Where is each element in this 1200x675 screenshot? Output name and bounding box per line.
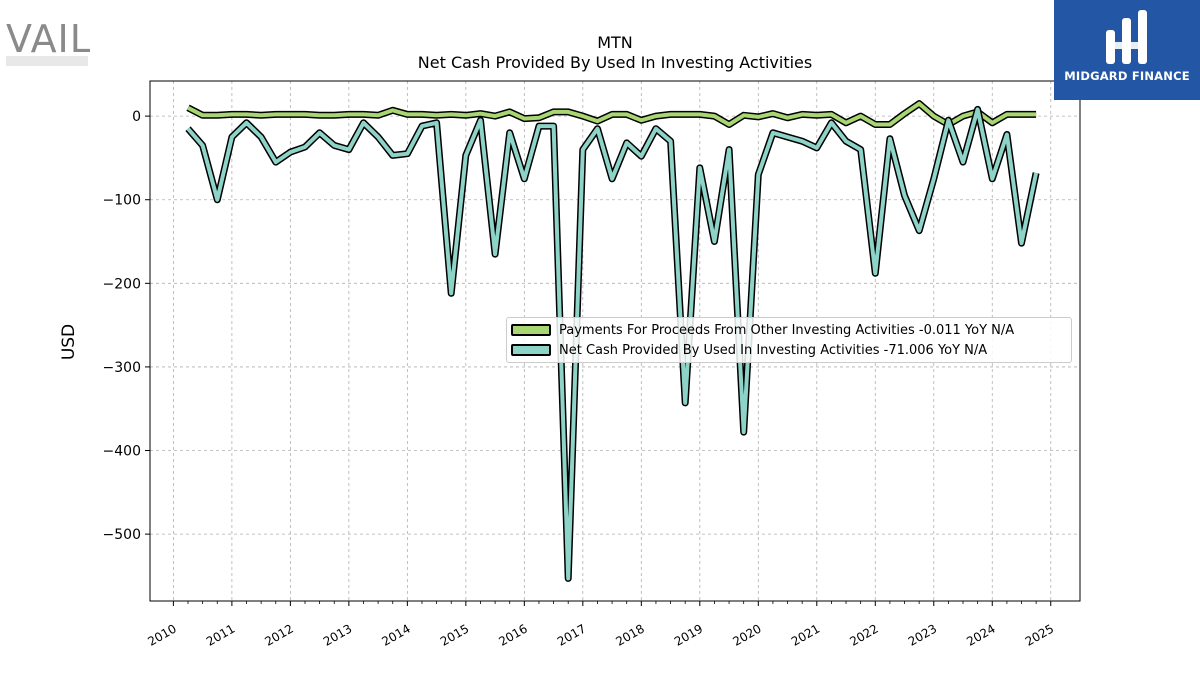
vail-logo-text: VAIL <box>6 18 90 61</box>
chart-subtitle: Net Cash Provided By Used In Investing A… <box>418 53 812 72</box>
midgard-finance-logo: MIDGARD FINANCE <box>1054 0 1200 100</box>
x-tick-label: 2024 <box>964 621 997 648</box>
legend-item-payments: Payments For Proceeds From Other Investi… <box>511 322 1014 338</box>
y-tick-label: −300 <box>103 360 141 376</box>
y-axis-label: USD <box>59 324 79 360</box>
y-tick-label: 0 <box>132 109 141 125</box>
x-tick-label: 2016 <box>496 621 529 648</box>
plot-frame <box>149 80 1081 602</box>
x-tick-label: 2014 <box>379 621 412 648</box>
y-tick-label: −200 <box>103 276 141 292</box>
x-tick-label: 2021 <box>789 621 822 648</box>
x-tick-label: 2018 <box>613 621 646 648</box>
legend-label-net-cash: Net Cash Provided By Used In Investing A… <box>559 342 988 358</box>
vail-logo: VAIL <box>6 18 90 66</box>
series-0 <box>186 100 1037 128</box>
legend-item-net-cash: Net Cash Provided By Used In Investing A… <box>511 342 987 358</box>
legend-swatch-net-cash <box>511 344 551 356</box>
y-tick-label: −400 <box>103 444 141 460</box>
x-tick-label: 2019 <box>672 621 705 648</box>
legend-label-payments: Payments For Proceeds From Other Investi… <box>559 322 1015 338</box>
series-line <box>186 107 1039 581</box>
x-tick-label: 2023 <box>906 621 939 648</box>
series-1 <box>185 105 1040 582</box>
y-tick-label: −100 <box>103 193 141 209</box>
legend-swatch-payments <box>511 324 551 336</box>
x-tick-label: 2011 <box>204 621 237 648</box>
chart-title: MTN <box>597 33 633 52</box>
x-tick-label: 2017 <box>555 621 588 648</box>
x-tick-label: 2015 <box>438 621 471 648</box>
midgard-logo-icon <box>1106 10 1147 64</box>
x-tick-label: 2013 <box>321 621 354 648</box>
x-tick-label: 2010 <box>145 621 178 648</box>
legend: Payments For Proceeds From Other Investi… <box>506 317 1072 363</box>
y-tick-label: −500 <box>103 527 141 543</box>
series-line <box>187 101 1037 127</box>
series-layer <box>185 100 1040 582</box>
midgard-logo-text: MIDGARD FINANCE <box>1064 69 1190 83</box>
x-tick-label: 2022 <box>847 621 880 648</box>
x-tick-label: 2025 <box>1023 621 1056 648</box>
x-tick-label: 2020 <box>730 621 763 648</box>
x-tick-label: 2012 <box>262 621 295 648</box>
